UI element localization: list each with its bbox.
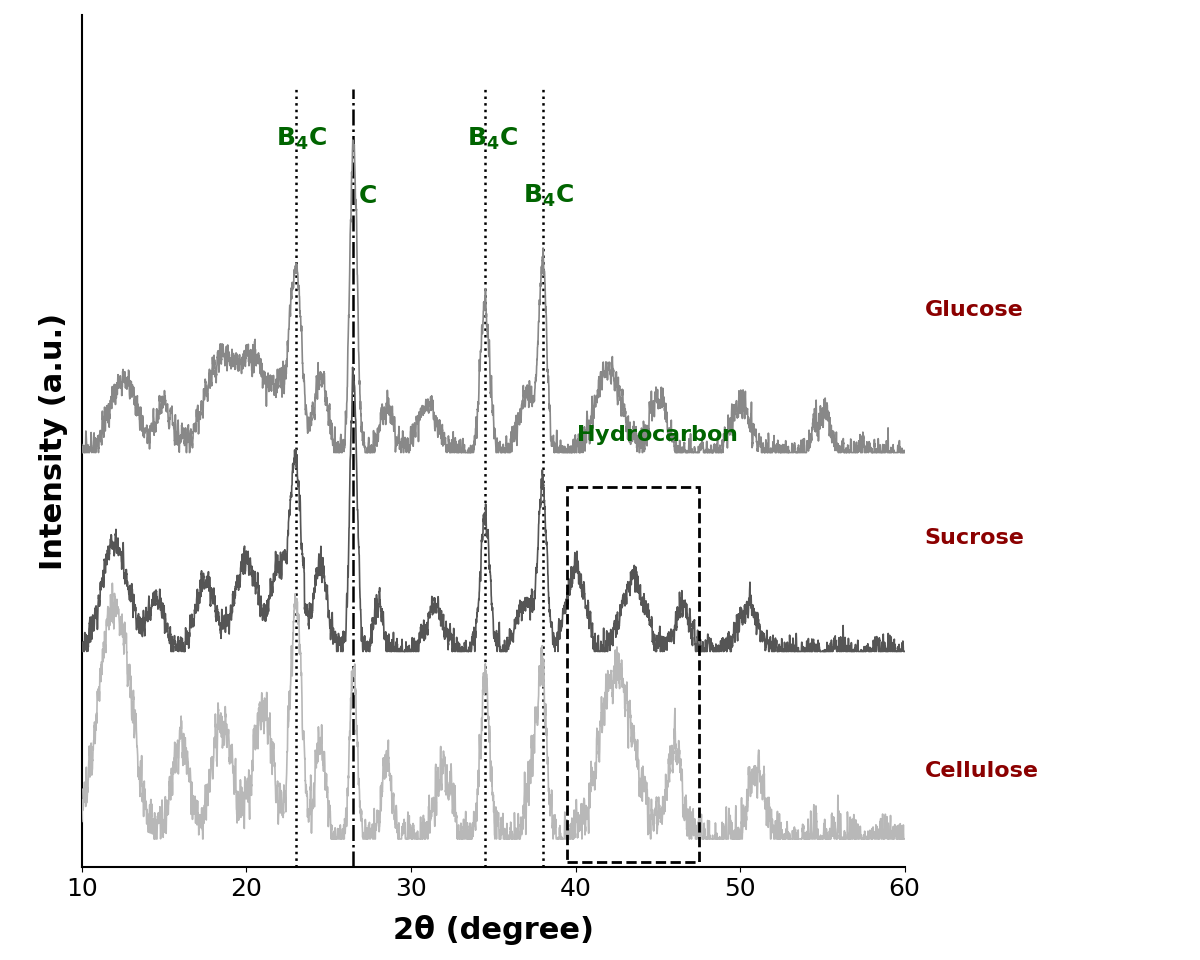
Text: $\mathbf{Hydrocarbon}$: $\mathbf{Hydrocarbon}$ xyxy=(576,423,737,447)
Text: $\mathbf{B_4C}$: $\mathbf{B_4C}$ xyxy=(276,126,326,152)
Text: Cellulose: Cellulose xyxy=(924,760,1038,780)
Text: Glucose: Glucose xyxy=(924,300,1024,321)
Y-axis label: Intensity (a.u.): Intensity (a.u.) xyxy=(38,313,68,569)
Text: Sucrose: Sucrose xyxy=(924,528,1025,548)
X-axis label: 2θ (degree): 2θ (degree) xyxy=(392,915,594,945)
Text: $\mathbf{B_4C}$: $\mathbf{B_4C}$ xyxy=(523,182,574,208)
Text: $\mathbf{C}$: $\mathbf{C}$ xyxy=(359,183,377,207)
Text: $\mathbf{B_4C}$: $\mathbf{B_4C}$ xyxy=(467,126,518,152)
Bar xyxy=(568,487,698,862)
